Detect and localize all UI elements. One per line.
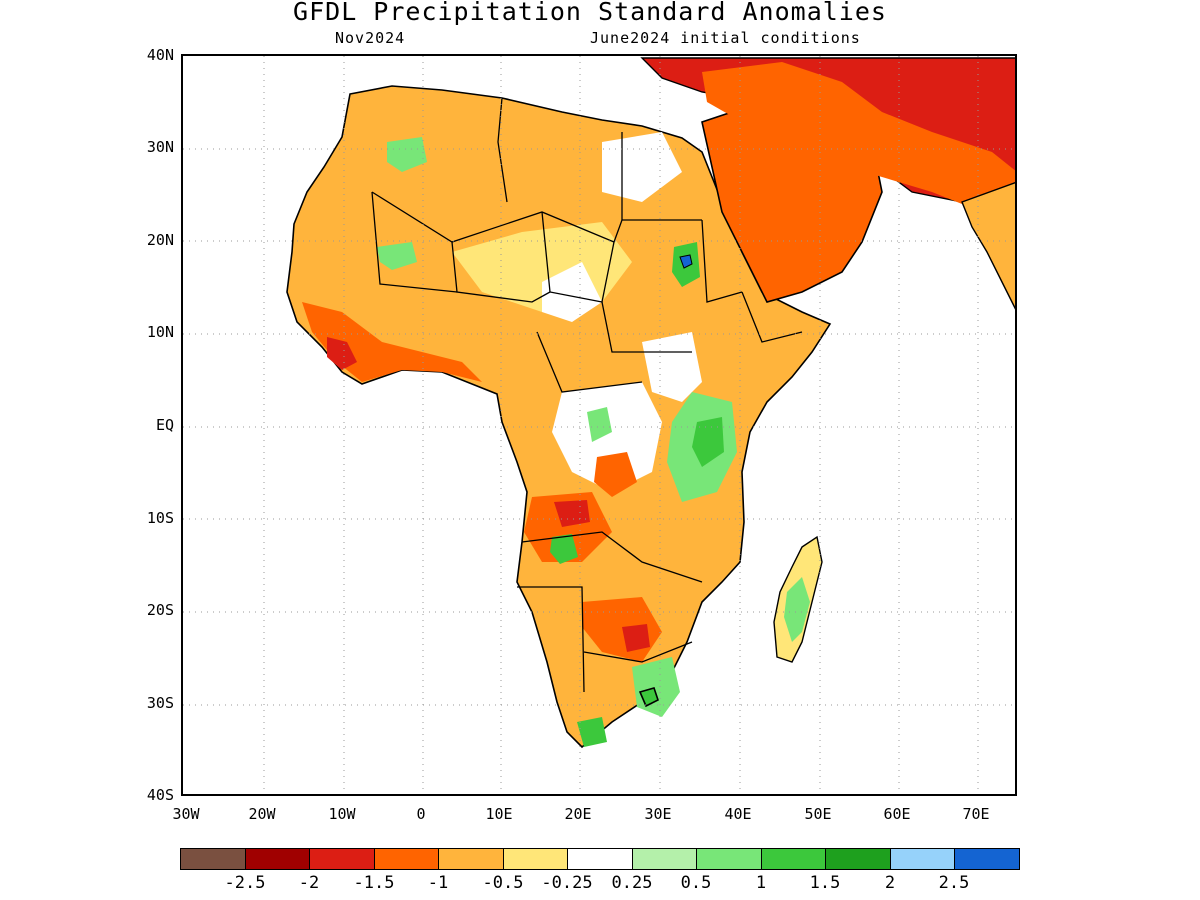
- lat-label-20n: 20N: [146, 231, 174, 249]
- southern-africa-extreme: [622, 624, 650, 652]
- legend-label: 1: [755, 873, 767, 893]
- lon-label-60e: 60E: [883, 805, 911, 823]
- legend-label: 0.25: [611, 873, 653, 893]
- legend-label: 0.5: [680, 873, 712, 893]
- congo-wet: [587, 407, 612, 442]
- west-africa-wet-patch: [377, 242, 417, 270]
- lon-label-0: 0: [416, 805, 426, 823]
- lat-label-10s: 10S: [146, 509, 174, 527]
- anomaly-map: [183, 56, 1015, 794]
- legend-label: -0.5: [482, 873, 524, 893]
- legend-swatch: [503, 849, 569, 869]
- north-wet-patch: [387, 137, 427, 172]
- congo-very-dry: [594, 452, 637, 497]
- lon-label-40e: 40E: [724, 805, 752, 823]
- legend-label: -2.5: [224, 873, 266, 893]
- legend-label: 2: [884, 873, 896, 893]
- lat-label-eq: EQ: [155, 416, 174, 434]
- lat-label-10n: 10N: [146, 323, 174, 341]
- graticule: [183, 56, 1015, 794]
- lon-label-30w: 30W: [172, 805, 200, 823]
- lat-label-20s: 20S: [146, 601, 174, 619]
- legend-swatch: [890, 849, 956, 869]
- chart-title: GFDL Precipitation Standard Anomalies: [293, 0, 887, 26]
- very-dry-patch-iran: [702, 62, 1015, 231]
- legend-swatch: [181, 849, 246, 869]
- lat-label-30s: 30S: [146, 694, 174, 712]
- lon-label-50e: 50E: [804, 805, 832, 823]
- legend-label: 2.5: [938, 873, 970, 893]
- map-panel: [181, 54, 1017, 796]
- legend-label: -2: [298, 873, 320, 893]
- east-africa-neutral: [642, 332, 702, 402]
- lon-label-20e: 20E: [564, 805, 592, 823]
- legend-label: -0.25: [541, 873, 593, 893]
- legend-swatch: [697, 849, 762, 869]
- legend-label: -1.5: [353, 873, 395, 893]
- legend-label: 1.5: [809, 873, 841, 893]
- legend-label: -1: [427, 873, 449, 893]
- country-borders: [371, 97, 803, 693]
- initial-conditions: June2024 initial conditions: [590, 29, 861, 47]
- lesotho-outline: [638, 687, 659, 708]
- east-africa-wet-strong: [692, 417, 724, 467]
- lat-label-40s: 40S: [146, 786, 174, 804]
- sudan-wet-dot: [679, 254, 693, 269]
- legend-swatch: [761, 849, 827, 869]
- south-africa-wet: [632, 657, 680, 717]
- lon-label-70e: 70E: [962, 805, 990, 823]
- legend-swatch: [826, 849, 891, 869]
- angola-very-dry: [524, 492, 612, 562]
- legend-swatch: [310, 849, 375, 869]
- south-cape-wet: [577, 717, 607, 747]
- legend-swatch: [245, 849, 311, 869]
- lon-label-30e: 30E: [644, 805, 672, 823]
- legend-swatch: [955, 849, 1019, 869]
- guinea-extreme-dry: [327, 337, 357, 370]
- madagascar-wet: [784, 577, 810, 642]
- lon-label-20w: 20W: [248, 805, 276, 823]
- india-land: [961, 181, 1015, 310]
- legend-swatch: [568, 849, 633, 869]
- lat-label-40n: 40N: [146, 46, 174, 64]
- lon-label-10e: 10E: [485, 805, 513, 823]
- lon-label-10w: 10W: [328, 805, 356, 823]
- lat-label-30n: 30N: [146, 138, 174, 156]
- legend-swatch: [632, 849, 698, 869]
- forecast-month: Nov2024: [335, 29, 406, 47]
- angola-extreme-dry: [554, 500, 590, 527]
- angola-wet: [550, 534, 578, 564]
- legend-swatch: [439, 849, 504, 869]
- legend-colorbar: [180, 848, 1020, 870]
- sahara-neutral: [542, 262, 602, 322]
- legend-swatch: [374, 849, 440, 869]
